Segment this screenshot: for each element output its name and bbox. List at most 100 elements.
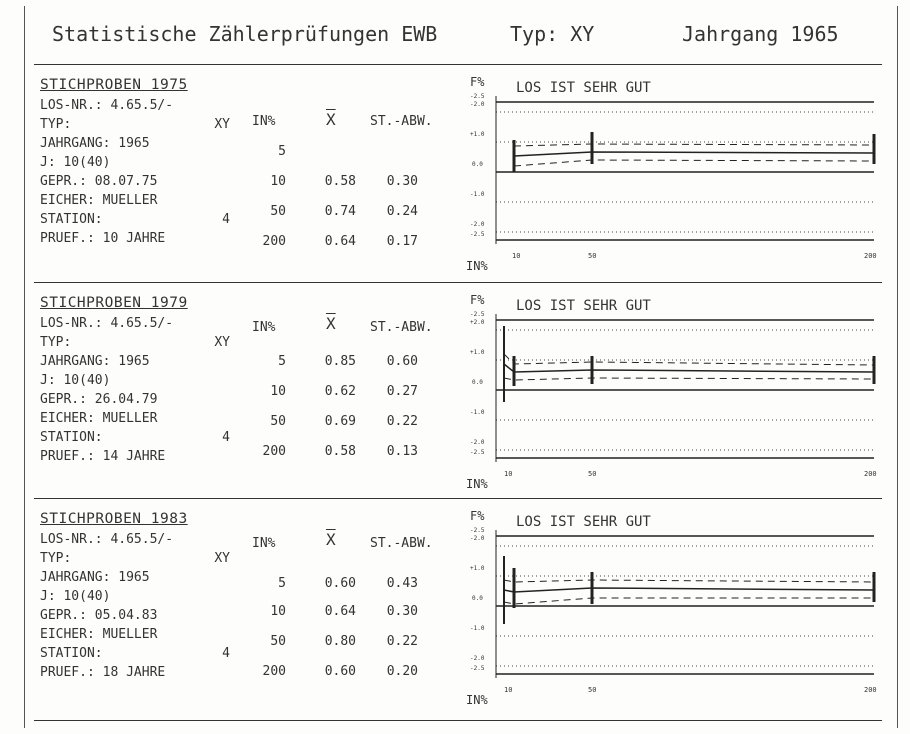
y-tick-label: -2.5 xyxy=(470,231,485,238)
table-cell: 50 xyxy=(270,414,286,429)
x-tick-label: 10 xyxy=(504,470,512,478)
table-cell: 200 xyxy=(262,664,286,679)
check-date: GEPR.: 05.04.83 xyxy=(40,608,158,623)
error-curves xyxy=(503,326,876,402)
station-row: STATION: 4 xyxy=(40,210,260,229)
plot-xlabel: IN% xyxy=(466,259,488,273)
sample-section: STICHPROBEN 1983 LOS-NR.: 4.65.5/- TYP: X… xyxy=(34,508,882,720)
plot-xlabel: IN% xyxy=(466,693,488,707)
y-tick-label: -2.0 xyxy=(470,655,485,662)
table-cell: 0.85 xyxy=(324,354,356,369)
x-tick-label: 10 xyxy=(512,252,520,260)
page-frame xyxy=(24,6,898,728)
upper-band xyxy=(503,353,875,366)
y-tick-label: +1.0 xyxy=(470,131,485,138)
y-tick-label: -2.5 xyxy=(470,527,485,534)
lot-info: STICHPROBEN 1983 LOS-NR.: 4.65.5/- TYP: X… xyxy=(40,508,260,682)
type-row: TYP: XY xyxy=(40,333,260,352)
y-tick-label: -1.0 xyxy=(470,191,485,198)
table-cell: 10 xyxy=(270,384,286,399)
col-header-n: IN% xyxy=(252,536,276,551)
type-label: TYP: xyxy=(40,551,72,566)
error-plot: F% LOS IST SEHR GUT -2.5 -2.0 +1.0 0.0 -… xyxy=(458,508,882,708)
station-row: STATION: 4 xyxy=(40,428,260,447)
table-cell: 0.30 xyxy=(386,604,418,619)
calibrator: EICHER: MUELLER xyxy=(40,193,158,208)
y-tick-label: -2.0 xyxy=(470,221,485,228)
y-tick-label: -2.5 xyxy=(470,311,485,318)
table-cell: 200 xyxy=(262,444,286,459)
plot-xticks: 10 50 200 xyxy=(504,470,877,478)
vintage-row: JAHRGANG: 1965 xyxy=(40,570,150,585)
table-cell: 0.20 xyxy=(386,664,418,679)
type-value: XY xyxy=(214,335,230,350)
y-tick-label: 0.0 xyxy=(472,379,483,386)
calibrator: EICHER: MUELLER xyxy=(40,627,158,642)
table-cell: 50 xyxy=(270,634,286,649)
mean-curve xyxy=(513,151,875,157)
table-cell: 0.58 xyxy=(324,444,356,459)
x-tick-label: 200 xyxy=(864,470,877,478)
error-plot: F% LOS IST SEHR GUT -2.5 -2.0 +1.0 0.0 -… xyxy=(458,74,882,274)
page-title: Statistische Zählerprüfungen EWB xyxy=(52,22,438,46)
lower-band xyxy=(503,377,875,381)
station-value: 4 xyxy=(222,646,230,661)
table-cell: 0.22 xyxy=(386,634,418,649)
table-cell: 10 xyxy=(270,174,286,189)
plot-yticks: -2.5 -2.0 +1.0 0.0 -1.0 -2.0 -2.5 xyxy=(470,527,485,672)
table-cell: 0.60 xyxy=(324,664,356,679)
error-curves xyxy=(512,132,876,172)
divider xyxy=(34,282,882,283)
col-header-mean: X xyxy=(326,530,336,549)
table-cell: 5 xyxy=(278,144,286,159)
lot-number: LOS-NR.: 4.65.5/- xyxy=(40,98,174,113)
mean-curve xyxy=(503,363,875,373)
plot-grid xyxy=(495,96,874,244)
y-tick-label: +2.0 xyxy=(470,319,485,326)
plot-ylabel: F% xyxy=(470,509,485,523)
type-value: XY xyxy=(214,117,230,132)
lot-number: LOS-NR.: 4.65.5/- xyxy=(40,316,174,331)
y-tick-label: +1.0 xyxy=(470,565,485,572)
table-cell: 50 xyxy=(270,204,286,219)
col-header-mean: X xyxy=(326,314,336,333)
table-cell: 0.24 xyxy=(386,204,418,219)
upper-band xyxy=(503,579,875,583)
plot-yticks: -2.5 -2.0 +1.0 0.0 -1.0 -2.0 -2.5 xyxy=(470,93,485,238)
j-row: J: 10(40) xyxy=(40,373,111,388)
x-tick-label: 10 xyxy=(504,686,512,694)
y-tick-label: -1.0 xyxy=(470,409,485,416)
plot-yticks: -2.5 +2.0 +1.0 0.0 -1.0 -2.0 -2.5 xyxy=(470,311,485,456)
divider xyxy=(34,64,882,65)
y-tick-label: 0.0 xyxy=(472,161,483,168)
divider xyxy=(34,498,882,499)
type-label: TYP: xyxy=(40,117,72,132)
plot-grid xyxy=(495,530,874,678)
y-tick-label: -2.5 xyxy=(470,93,485,100)
col-header-sd: ST.-ABW. xyxy=(370,320,433,335)
table-cell: 0.30 xyxy=(386,174,418,189)
table-cell: 0.74 xyxy=(324,204,356,219)
section-title: STICHPROBEN 1983 xyxy=(40,511,188,527)
y-tick-label: 0.0 xyxy=(472,595,483,602)
lot-info: STICHPROBEN 1975 LOS-NR.: 4.65.5/- TYP: X… xyxy=(40,74,260,248)
table-cell: 0.80 xyxy=(324,634,356,649)
y-tick-label: +1.0 xyxy=(470,349,485,356)
col-header-mean: X xyxy=(326,110,336,129)
y-tick-label: -2.0 xyxy=(470,439,485,446)
error-plot: F% LOS IST SEHR GUT -2.5 +2.0 +1.0 0.0 -… xyxy=(458,292,882,492)
station-label: STATION: xyxy=(40,646,103,661)
error-plot-svg: F% LOS IST SEHR GUT -2.5 +2.0 +1.0 0.0 -… xyxy=(466,293,877,491)
col-header-n: IN% xyxy=(252,114,276,129)
table-cell: 0.22 xyxy=(386,414,418,429)
plot-xticks: 10 50 200 xyxy=(512,252,877,260)
station-label: STATION: xyxy=(40,430,103,445)
y-tick-label: -2.5 xyxy=(470,665,485,672)
plot-xticks: 10 50 200 xyxy=(504,686,877,694)
sample-section: STICHPROBEN 1975 LOS-NR.: 4.65.5/- TYP: X… xyxy=(34,74,882,286)
j-row: J: 10(40) xyxy=(40,155,111,170)
lot-number: LOS-NR.: 4.65.5/- xyxy=(40,532,174,547)
table-cell: 0.64 xyxy=(324,234,356,249)
station-row: STATION: 4 xyxy=(40,644,260,663)
